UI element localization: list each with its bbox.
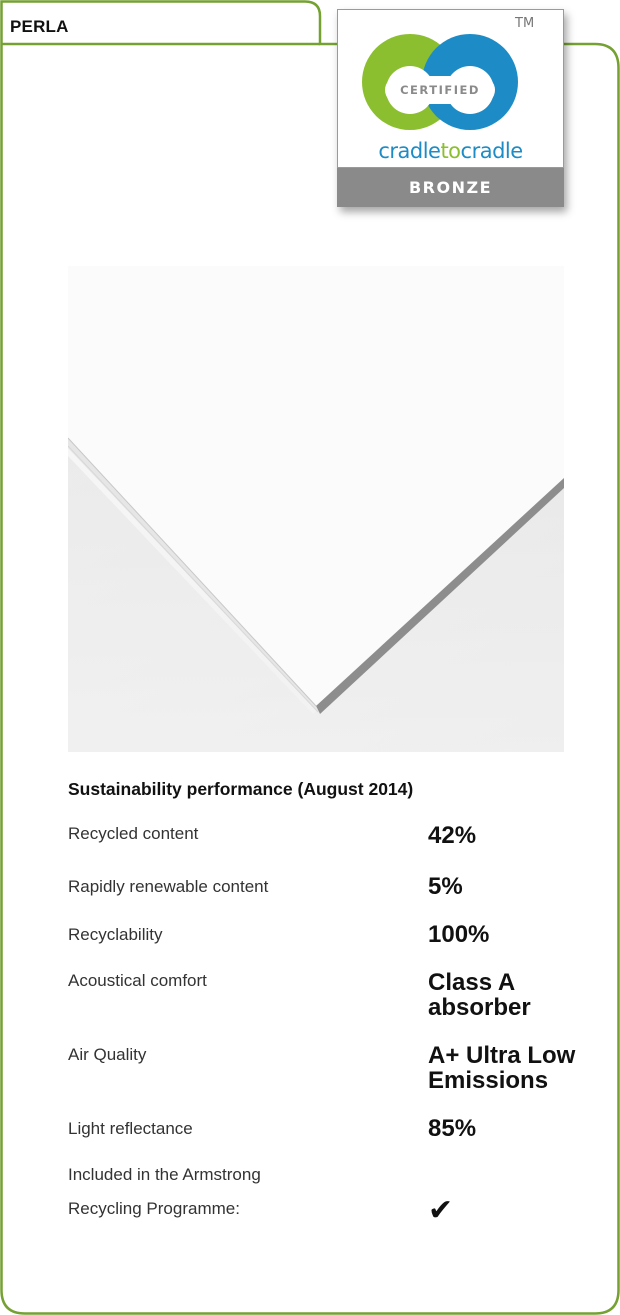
badge-logo-panel: TM CERTIFIED cradletocradle xyxy=(337,9,564,168)
product-name-tab: PERLA xyxy=(10,17,69,36)
cradle-to-cradle-badge: TM CERTIFIED cradletocradle BRONZE xyxy=(337,9,564,207)
air-quality-value-line-1: A+ Ultra Low xyxy=(428,1042,576,1069)
light-reflectance-label: Light reflectance xyxy=(68,1119,193,1138)
rapidly-renewable-value: 5% xyxy=(428,873,463,900)
recycling-programme-label-line-1: Included in the Armstrong xyxy=(68,1165,261,1184)
air-quality-value-line-2: Emissions xyxy=(428,1067,549,1094)
recycled-content-label: Recycled content xyxy=(68,824,199,843)
checkmark-icon: ✔ xyxy=(428,1193,454,1228)
acoustical-comfort-value-line-2: absorber xyxy=(428,994,531,1021)
recyclability-value: 100% xyxy=(428,921,490,948)
certified-label: CERTIFIED xyxy=(385,76,495,104)
recycled-content-value: 42% xyxy=(428,822,477,849)
acoustical-comfort-value-line-1: Class A xyxy=(428,969,516,996)
cradle-to-cradle-wordmark: cradletocradle xyxy=(338,139,563,163)
certification-level: BRONZE xyxy=(337,168,564,207)
air-quality-label: Air Quality xyxy=(68,1045,147,1064)
acoustical-comfort-label: Acoustical comfort xyxy=(68,971,207,990)
wordmark-part-2: to xyxy=(440,139,461,163)
recyclability-label: Recyclability xyxy=(68,925,163,944)
light-reflectance-value: 85% xyxy=(428,1115,477,1142)
rapidly-renewable-label: Rapidly renewable content xyxy=(68,877,269,896)
recycling-programme-label-line-2: Recycling Programme: xyxy=(68,1199,240,1218)
sustainability-title: Sustainability performance (August 2014) xyxy=(68,779,414,799)
wordmark-part-3: cradle xyxy=(460,139,524,163)
trademark-symbol: TM xyxy=(515,16,535,31)
wordmark-part-1: cradle xyxy=(378,139,441,163)
ceiling-tile-image-icon xyxy=(68,266,564,752)
ceiling-tile-photo xyxy=(68,266,564,752)
